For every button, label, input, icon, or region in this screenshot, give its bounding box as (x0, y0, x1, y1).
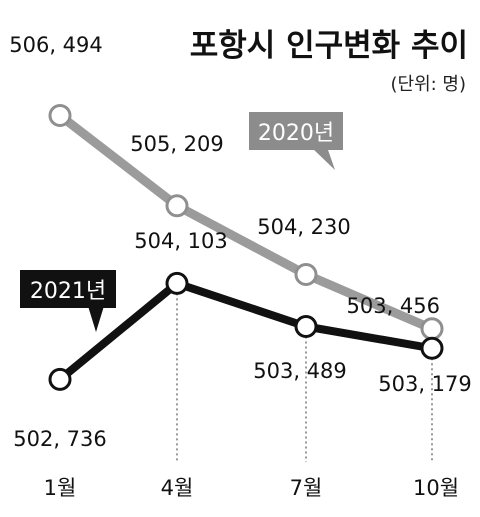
legend-2020-label: 2020년 (258, 121, 334, 146)
data-point (420, 317, 444, 341)
data-label: 503, 489 (253, 359, 347, 383)
legend-2021-callout: 2021년 (20, 270, 116, 332)
data-label: 505, 209 (130, 132, 224, 156)
data-point (165, 271, 189, 295)
data-label: 504, 230 (257, 215, 351, 239)
legend-2020-pointer (311, 147, 335, 170)
vertical-guides (176, 293, 433, 462)
x-axis-ticks: 1월 4월 7월 10월 (44, 476, 459, 500)
data-point (294, 315, 318, 338)
data-point (420, 336, 444, 360)
data-label: 506, 494 (9, 33, 103, 57)
x-tick-label: 1월 (44, 476, 77, 500)
chart-title: 포항시 인구변화 추이 (190, 28, 468, 64)
legend-2021-box (20, 270, 116, 308)
data-point (165, 194, 189, 218)
legend-2021-label: 2021년 (30, 279, 106, 304)
data-label: 503, 456 (346, 294, 440, 318)
x-tick-label: 4월 (161, 476, 194, 500)
series-layer: 506, 494 505, 209 504, 230 503, 456 502, 736… (9, 33, 472, 451)
legend-2020-callout: 2020년 (249, 112, 343, 170)
x-tick-label: 10월 (413, 476, 459, 500)
data-point (48, 104, 72, 127)
data-label: 503, 179 (378, 372, 472, 396)
data-point (48, 367, 72, 391)
x-tick-label: 7월 (290, 476, 323, 500)
legend-2020-box (249, 112, 343, 150)
data-label: 502, 736 (13, 427, 107, 451)
data-label: 504, 103 (134, 229, 228, 253)
legend-2021-pointer (88, 306, 104, 332)
unit-note: (단위: 명) (390, 74, 466, 95)
series-line-2021년 (57, 279, 433, 383)
data-point (294, 263, 318, 286)
series-line-2020년 (57, 111, 434, 333)
